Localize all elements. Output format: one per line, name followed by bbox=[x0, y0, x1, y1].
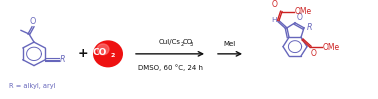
Text: H: H bbox=[271, 17, 277, 23]
Text: 2: 2 bbox=[181, 42, 184, 47]
Text: R: R bbox=[60, 55, 66, 64]
Text: R = alkyl, aryl: R = alkyl, aryl bbox=[9, 83, 55, 89]
Text: O: O bbox=[311, 49, 317, 58]
Text: MeI: MeI bbox=[224, 41, 236, 47]
Text: OMe: OMe bbox=[295, 7, 312, 16]
Circle shape bbox=[93, 40, 123, 67]
Text: CuI/Cs: CuI/Cs bbox=[159, 39, 181, 45]
Text: 3: 3 bbox=[190, 42, 193, 47]
Text: CO: CO bbox=[183, 39, 193, 45]
Text: DMSO, 60 °C, 24 h: DMSO, 60 °C, 24 h bbox=[138, 64, 203, 70]
Text: OMe: OMe bbox=[323, 43, 340, 52]
Text: +: + bbox=[78, 47, 88, 60]
Text: 2: 2 bbox=[111, 53, 115, 58]
Text: CO: CO bbox=[93, 48, 107, 57]
Text: O: O bbox=[30, 17, 36, 26]
Text: R: R bbox=[307, 23, 313, 32]
Text: O: O bbox=[272, 0, 278, 9]
Text: O: O bbox=[296, 13, 302, 22]
Circle shape bbox=[97, 44, 109, 55]
